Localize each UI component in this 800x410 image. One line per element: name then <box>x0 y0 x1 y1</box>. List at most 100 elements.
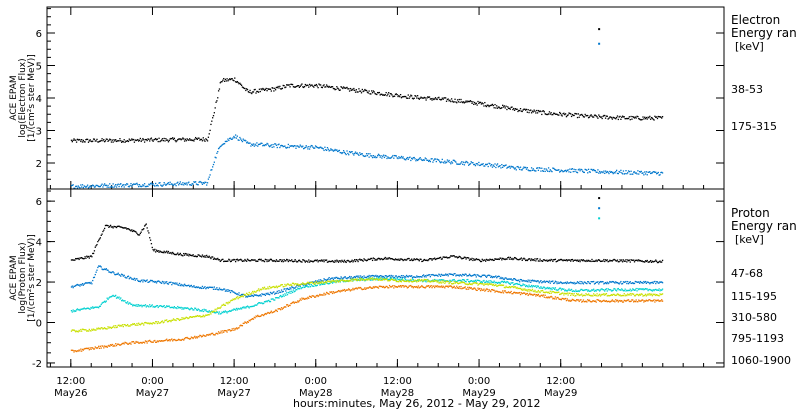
proton-data-point <box>492 289 494 291</box>
electron-data-point <box>108 186 110 188</box>
electron-data-point <box>577 169 580 171</box>
electron-data-point <box>289 145 291 147</box>
proton-data-point <box>77 257 79 260</box>
proton-data-point <box>220 312 222 315</box>
proton-data-point <box>310 296 312 299</box>
proton-data-point <box>158 280 160 282</box>
proton-data-point <box>412 287 415 289</box>
proton-data-point <box>290 260 292 262</box>
proton-data-point <box>296 284 298 286</box>
proton-data-point <box>359 279 361 282</box>
electron-frame <box>46 6 725 190</box>
proton-data-point <box>346 280 348 282</box>
proton-data-point <box>314 280 317 282</box>
electron-data-point <box>633 171 636 173</box>
proton-data-point <box>513 286 515 289</box>
electron-data-point <box>79 187 81 189</box>
proton-data-point <box>624 288 626 290</box>
proton-data-point <box>241 295 244 297</box>
electron-data-point <box>183 184 185 186</box>
proton-data-point <box>172 282 174 284</box>
electron-data-point <box>104 140 107 142</box>
electron-data-point <box>160 139 163 141</box>
proton-data-point <box>491 288 494 291</box>
electron-data-point <box>591 115 593 117</box>
proton-data-point <box>160 282 162 284</box>
electron-data-point <box>127 140 130 143</box>
electron-data-point <box>637 116 639 118</box>
proton-data-point <box>200 316 202 318</box>
proton-data-point <box>141 229 143 231</box>
proton-data-point <box>188 317 190 319</box>
electron-data-point <box>642 116 644 118</box>
proton-data-point <box>510 258 512 260</box>
proton-data-point <box>495 284 497 286</box>
electron-data-point <box>483 165 485 167</box>
proton-data-point <box>552 260 554 263</box>
electron-data-point <box>140 140 142 143</box>
proton-data-point <box>424 280 426 282</box>
electron-data-point <box>503 165 506 167</box>
proton-data-point <box>627 294 630 296</box>
electron-data-point <box>236 80 238 83</box>
proton-data-point <box>236 309 238 311</box>
electron-data-point <box>578 116 580 118</box>
proton-data-point <box>420 276 422 278</box>
proton-data-point <box>623 260 625 262</box>
proton-data-point <box>518 287 520 289</box>
electron-data-point <box>597 117 599 119</box>
proton-data-point <box>97 328 99 330</box>
proton-data-point <box>203 308 205 311</box>
proton-data-point <box>490 259 493 261</box>
proton-data-point <box>86 255 88 257</box>
proton-data-point <box>297 284 299 286</box>
electron-data-point <box>304 83 307 86</box>
proton-data-point <box>344 280 346 282</box>
electron-data-point <box>566 114 568 117</box>
proton-data-point <box>228 329 230 331</box>
proton-data-point <box>322 259 324 261</box>
proton-data-point <box>128 278 130 280</box>
proton-data-point <box>460 281 462 283</box>
electron-data-point <box>424 97 426 99</box>
proton-data-point <box>213 311 215 314</box>
proton-data-point <box>408 275 410 277</box>
proton-data-point <box>479 281 482 284</box>
proton-data-point <box>171 283 173 286</box>
proton-data-point <box>90 281 92 284</box>
proton-data-point <box>192 337 194 340</box>
electron-data-point <box>143 185 145 187</box>
electron-data-point <box>521 169 523 171</box>
proton-data-point <box>529 258 531 260</box>
proton-data-point <box>81 330 83 332</box>
electron-data-point <box>652 118 654 120</box>
proton-data-point <box>258 294 261 297</box>
proton-data-point <box>98 265 100 267</box>
proton-data-point <box>75 310 77 312</box>
proton-data-point <box>545 297 547 299</box>
electron-data-point <box>622 170 625 172</box>
proton-data-point <box>257 258 260 261</box>
proton-data-point <box>331 260 333 262</box>
proton-data-point <box>534 280 536 282</box>
proton-data-point <box>446 280 449 282</box>
electron-data-point <box>135 139 137 142</box>
proton-data-point <box>104 268 107 271</box>
proton-data-point <box>609 259 611 261</box>
electron-data-point <box>416 159 419 162</box>
electron-data-point <box>151 183 153 186</box>
proton-data-point <box>552 287 554 289</box>
proton-data-point <box>138 234 140 236</box>
proton-data-point <box>113 344 115 346</box>
proton-data-point <box>467 274 470 277</box>
electron-data-point <box>563 170 565 173</box>
proton-data-point <box>154 322 156 325</box>
electron-data-point <box>397 157 399 160</box>
proton-data-point <box>200 310 203 312</box>
proton-data-point <box>364 276 366 279</box>
proton-data-point <box>558 291 560 293</box>
proton-data-point <box>485 288 488 290</box>
proton-data-point <box>655 294 657 297</box>
proton-data-point <box>181 338 183 341</box>
proton-data-point <box>142 281 144 283</box>
